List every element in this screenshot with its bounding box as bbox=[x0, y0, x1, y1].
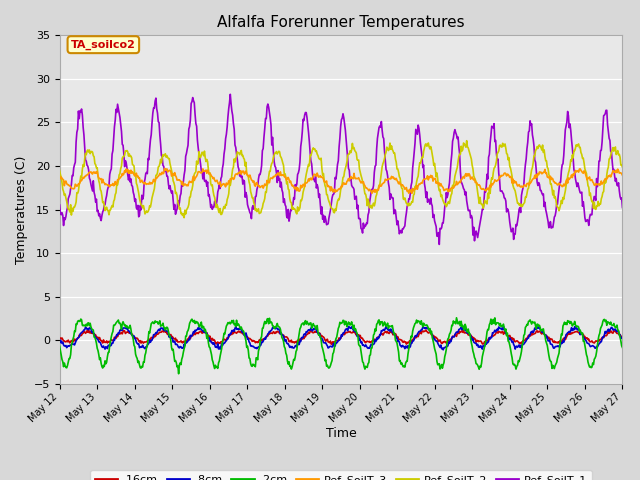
Title: Alfalfa Forerunner Temperatures: Alfalfa Forerunner Temperatures bbox=[217, 15, 465, 30]
Legend: -16cm, -8cm, -2cm, Ref_SoilT_3, Ref_SoilT_2, Ref_SoilT_1: -16cm, -8cm, -2cm, Ref_SoilT_3, Ref_Soil… bbox=[90, 470, 591, 480]
Y-axis label: Temperatures (C): Temperatures (C) bbox=[15, 156, 28, 264]
Text: TA_soilco2: TA_soilco2 bbox=[71, 39, 136, 50]
X-axis label: Time: Time bbox=[326, 427, 356, 440]
